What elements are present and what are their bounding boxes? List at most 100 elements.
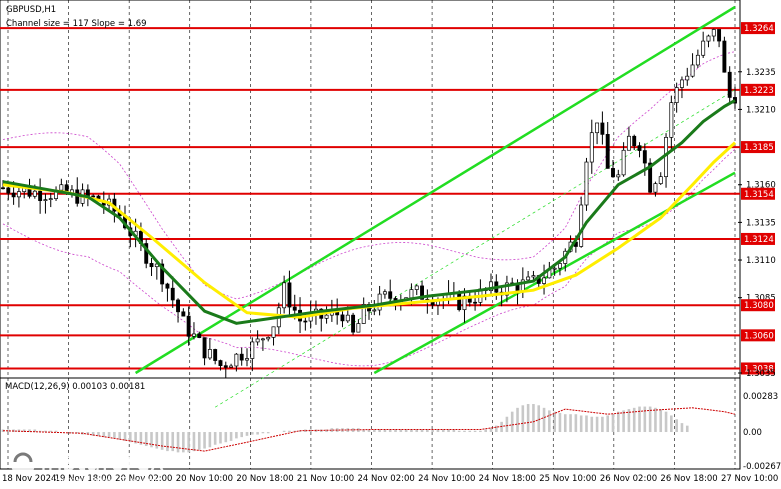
candle [706,34,711,48]
candle-body [632,135,637,147]
time-tick-label: 27 Nov 10:00 [721,474,778,484]
time-tick-label: 20 Nov 02:00 [115,474,172,484]
candle [489,273,493,296]
candle-body [648,162,653,193]
time-tick-label: 26 Nov 18:00 [660,474,717,484]
price-tick-badge [741,329,775,342]
candle-body [85,189,90,197]
candle-body [324,314,329,319]
candle-body [165,283,170,289]
candle-body [170,287,175,301]
candle-body [59,184,64,191]
price-tick-label: 1.3080 [744,301,774,311]
candle-body [282,282,287,309]
candle [600,111,605,145]
candle-body [292,306,297,311]
candle-body [144,243,149,264]
channel-upper-line [134,5,736,375]
price-tick: 1.3223 [741,83,775,96]
candle-body [250,341,255,359]
candle-body [626,135,631,151]
price-tick-label: 1.3223 [744,86,774,96]
price-tick-label: 1.3085 [746,294,776,304]
price-tick-label: 1.3160 [746,181,776,191]
candle-body [542,277,546,284]
candle-body [16,191,21,198]
time-tick-label: 25 Nov 10:00 [539,474,596,484]
candle-body [303,320,308,323]
candle [685,67,690,86]
price-tick: 1.3160 [738,181,776,191]
price-tick: 1.3135 [738,218,776,228]
price-tick-badge [741,22,775,35]
candle [234,353,239,372]
candle [213,348,218,365]
logo-swoosh-icon [13,452,33,463]
candle-body [658,176,663,184]
candle-body [43,199,48,201]
candle [717,29,722,48]
candle-body [377,293,382,311]
candle-body [202,337,207,359]
envelope-bands [2,51,736,367]
candle [542,264,546,295]
candle-body [701,40,706,56]
time-tick-label: 19 Nov 18:00 [55,474,112,484]
candle-body [473,301,478,304]
price-tick-label: 1.3035 [746,369,776,379]
candle-body [271,326,276,338]
candle-body [584,161,589,206]
candle-body [722,40,727,73]
candle-body [462,295,467,311]
candle [266,336,271,342]
candle-body [526,276,531,281]
candle [504,275,509,303]
candle [611,160,615,178]
candle-body [616,174,621,178]
candle [626,126,631,151]
envelope-upper [2,51,736,300]
price-tick-label: 1.3264 [744,24,774,34]
candle-body [552,267,557,270]
price-tick-label: 1.3124 [744,235,774,245]
candle-body [186,315,191,337]
candle-body [579,204,584,247]
candle-body [245,358,249,361]
price-tick-label: 1.3210 [746,105,776,115]
candle-body [531,275,536,278]
chart-header: GBPUSD,H1 Channel size = 117 Slope = 1.6… [5,5,147,392]
main-pane [0,0,741,379]
candle [229,363,234,368]
candle-body [149,263,154,268]
candle-body [372,309,377,312]
candle-body [6,187,11,194]
instaforex-logo: instaforex Instant Forex Trading [10,447,165,487]
candle-body [717,29,722,42]
logo-tagline: Instant Forex Trading [52,476,157,487]
candle-body [653,183,658,193]
envelope-lower [2,148,736,367]
candle-body [361,304,366,324]
candle [462,288,467,323]
candle-body [229,365,234,368]
candle-body [287,282,292,308]
macd-indicator: 0.00283 0.00 -0.00267 [1,392,781,472]
candle [690,53,695,78]
candle [526,271,531,282]
candle-body [674,87,679,103]
candle [260,337,265,351]
price-tick: 1.3124 [741,232,775,245]
macd-tick-label: 0.00283 [743,392,778,402]
candle [144,239,149,269]
price-tick-label: 1.3060 [744,331,774,341]
candle-body [685,75,690,81]
macd-pane [0,377,741,470]
candle-body [504,282,509,296]
candle-body [1,187,5,190]
candle-body [611,168,615,178]
macd-tick-label: 0.00 [743,428,762,438]
price-tick: 1.3110 [738,256,776,266]
candle [43,193,48,214]
candle [552,266,557,276]
